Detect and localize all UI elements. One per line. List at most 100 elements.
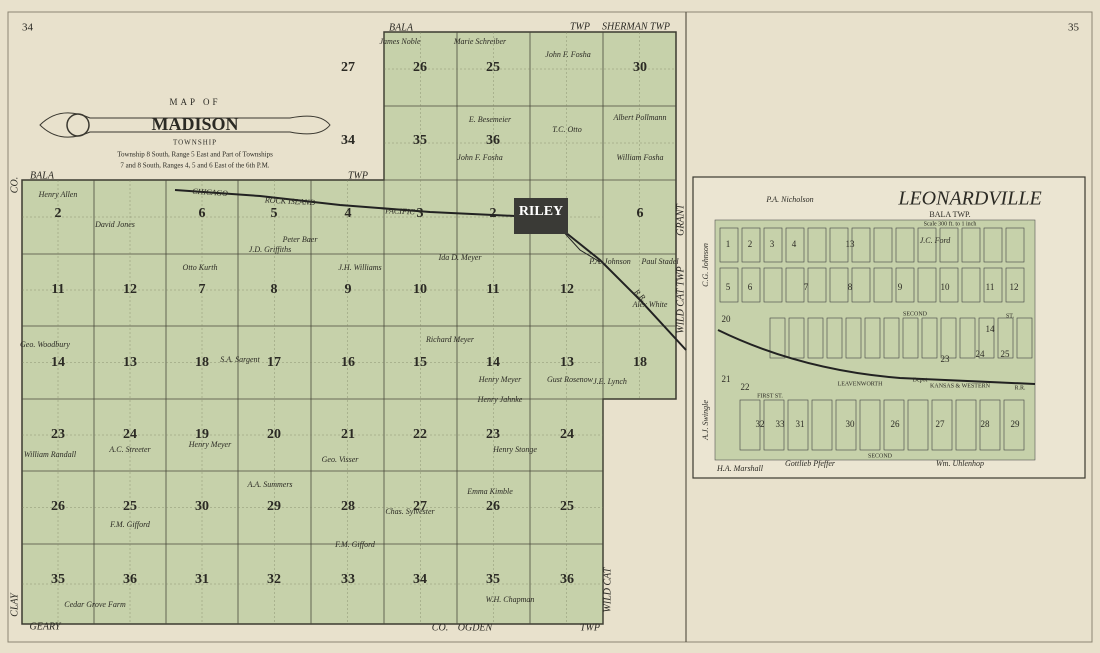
madison-labels: BALA TWP BALA TWP SHERMAN TWP GEARY CO. OGDEN TW… [9, 21, 686, 633]
street-label: SECOND [868, 453, 893, 459]
owner-name: Richard Meyer [425, 335, 475, 344]
owner-name: A.J. Swingle [701, 400, 710, 441]
owner-name: John F. Fosha [457, 153, 502, 162]
block-number: 24 [976, 349, 986, 359]
block-number: 3 [770, 239, 775, 249]
section-number: 28 [341, 499, 355, 514]
madison-map: RILEY MAP OF MADISON TOWNSHIP Township 8… [9, 21, 687, 633]
owner-name: John F. Fosha [545, 50, 590, 59]
section-number: 25 [486, 60, 500, 75]
block [961, 267, 981, 303]
section-number: 32 [267, 572, 281, 587]
block [829, 267, 849, 303]
section-number: 27 [341, 60, 355, 75]
section-number: 26 [413, 60, 427, 75]
section-number: 11 [486, 282, 499, 297]
owner-name: Henry Stonge [492, 445, 537, 454]
inset-subtitle: BALA TWP. [929, 210, 970, 219]
block [939, 267, 959, 303]
street-label: LEAVENWORTH [838, 381, 884, 387]
block [829, 227, 849, 263]
owner-name: Geo. Woodbury [20, 340, 70, 349]
owner-name: William Fosha [617, 153, 664, 162]
owner-name: James Noble [379, 37, 421, 46]
section-number: 10 [413, 282, 427, 297]
block-number: 1 [726, 239, 731, 249]
section-number: 13 [560, 355, 574, 370]
title-cartouche: MAP OF MADISON TOWNSHIP Township 8 South… [39, 97, 331, 170]
section-number: 29 [267, 499, 281, 514]
block-number: 7 [804, 282, 809, 292]
street-label: SECOND [903, 311, 928, 317]
border-label: TWP [580, 622, 600, 633]
owner-name: F.M. Gifford [334, 540, 376, 549]
inset-title: LEONARDVILLE [897, 188, 1041, 210]
section-number: 17 [267, 355, 281, 370]
section-number: 21 [341, 427, 355, 442]
cartouche-emblem [66, 113, 90, 137]
block [845, 317, 862, 359]
block [978, 317, 995, 359]
block-number: 8 [848, 282, 853, 292]
block-number: 9 [898, 282, 903, 292]
block [851, 227, 871, 263]
section-number: 18 [633, 355, 647, 370]
section-number: 33 [341, 572, 355, 587]
section-number: 25 [560, 499, 574, 514]
owner-name: P.A. Nicholson [765, 195, 813, 204]
block-number: 12 [1010, 282, 1019, 292]
section-number: 4 [345, 206, 352, 221]
block [739, 399, 761, 451]
owner-name: A.A. Summers [246, 480, 292, 489]
block [788, 317, 805, 359]
border-label: WILD CAT TWP [675, 266, 686, 333]
subtitle-line: Township 8 South, Range 5 East and Part … [117, 151, 273, 159]
owner-name: E. Besemeier [468, 115, 512, 124]
border-label: GRANT [675, 203, 686, 236]
section-number: 8 [271, 282, 278, 297]
owner-name: J.D. Griffiths [249, 245, 291, 254]
owner-name: Henry Jahnke [477, 395, 523, 404]
block [1003, 399, 1025, 451]
town-label: RILEY [519, 204, 563, 219]
block-number: 13 [846, 239, 856, 249]
railroad-label: CHICAGO [192, 187, 228, 198]
section-number: 23 [51, 427, 65, 442]
block-number: 20 [722, 314, 732, 324]
block [741, 227, 761, 263]
section-number: 19 [195, 427, 209, 442]
section-number: 16 [341, 355, 355, 370]
block [983, 267, 1003, 303]
street-label: R.R. [1014, 385, 1026, 391]
block [873, 227, 893, 263]
owner-name: J.E. Lynch [593, 377, 627, 386]
block-number: 14 [986, 324, 996, 334]
section-number: 35 [413, 133, 427, 148]
block-number: 22 [741, 382, 750, 392]
block [902, 317, 919, 359]
railroad-label: PACIFIC [384, 206, 416, 216]
owner-name: F.M. Gifford [109, 520, 151, 529]
section-grid [22, 32, 676, 624]
section-number: 27 [413, 499, 427, 514]
owner-name: A.C. Streeter [108, 445, 151, 454]
owner-name: Henry Allen [38, 190, 78, 199]
owner-name: Albert Pollmann [612, 113, 666, 122]
block-number: 29 [1011, 419, 1021, 429]
owner-name: S.A. Sargent [220, 355, 260, 364]
section-number: 26 [51, 499, 65, 514]
block [983, 227, 1003, 263]
section-number: 12 [560, 282, 574, 297]
section-number: 5 [271, 206, 278, 221]
owner-name: C.G. Johnson [701, 243, 710, 287]
block [763, 227, 783, 263]
block [931, 399, 953, 451]
block [1005, 267, 1025, 303]
page-number: 35 [1068, 22, 1080, 34]
section-number: 6 [637, 206, 644, 221]
owner-name: Marie Schreiber [453, 37, 507, 46]
owner-name: Henry Meyer [478, 375, 522, 384]
owner-name: H.A. Marshall [716, 464, 764, 473]
block [785, 227, 805, 263]
